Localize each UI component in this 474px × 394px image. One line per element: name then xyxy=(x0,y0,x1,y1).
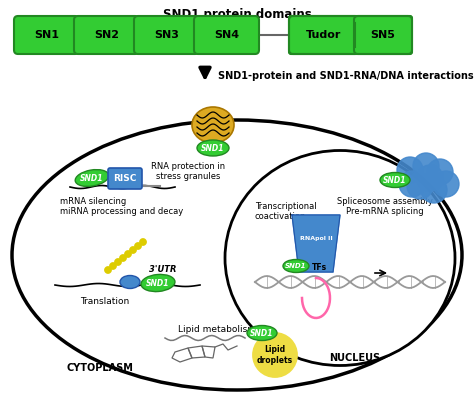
Ellipse shape xyxy=(192,107,234,143)
Ellipse shape xyxy=(283,260,309,273)
Circle shape xyxy=(433,171,459,197)
Text: Transcriptional
coactivation: Transcriptional coactivation xyxy=(255,202,317,221)
Circle shape xyxy=(139,238,146,245)
Text: Tudor: Tudor xyxy=(306,30,342,40)
Ellipse shape xyxy=(380,173,410,188)
Text: SND1 protein domains: SND1 protein domains xyxy=(163,8,311,21)
Text: RNA protection in
stress granules: RNA protection in stress granules xyxy=(151,162,225,181)
Text: SN1: SN1 xyxy=(34,30,59,40)
Ellipse shape xyxy=(141,274,175,292)
Circle shape xyxy=(417,165,443,191)
Text: 3'UTR: 3'UTR xyxy=(149,266,177,275)
Circle shape xyxy=(104,266,111,273)
Circle shape xyxy=(413,153,439,179)
Circle shape xyxy=(125,251,131,258)
Circle shape xyxy=(397,157,423,183)
Text: Translation: Translation xyxy=(80,297,129,306)
Ellipse shape xyxy=(197,140,229,156)
Text: SND1: SND1 xyxy=(80,173,104,182)
Text: SN5: SN5 xyxy=(371,30,395,40)
Polygon shape xyxy=(292,215,340,272)
Text: mRNA silencing
miRNA processing and decay: mRNA silencing miRNA processing and deca… xyxy=(60,197,183,216)
Text: TFs: TFs xyxy=(311,264,327,273)
Ellipse shape xyxy=(75,169,109,186)
FancyBboxPatch shape xyxy=(134,16,199,54)
Circle shape xyxy=(407,173,433,199)
FancyBboxPatch shape xyxy=(194,16,259,54)
Text: SND1: SND1 xyxy=(146,279,170,288)
Text: SND1-protein and SND1-RNA/DNA interactions: SND1-protein and SND1-RNA/DNA interactio… xyxy=(218,71,474,81)
Text: Spliceosome assembly
Pre-mRNA splicing: Spliceosome assembly Pre-mRNA splicing xyxy=(337,197,433,216)
Text: SND1: SND1 xyxy=(201,143,225,152)
Circle shape xyxy=(253,333,297,377)
FancyBboxPatch shape xyxy=(289,16,359,54)
Text: SN3: SN3 xyxy=(154,30,179,40)
Text: RNApol II: RNApol II xyxy=(300,236,332,240)
Text: SND1: SND1 xyxy=(383,175,407,184)
Text: SN2: SN2 xyxy=(94,30,119,40)
Circle shape xyxy=(129,247,137,253)
Ellipse shape xyxy=(120,275,140,288)
Circle shape xyxy=(119,255,127,262)
Text: CYTOPLASM: CYTOPLASM xyxy=(66,363,134,373)
Ellipse shape xyxy=(225,151,455,366)
Circle shape xyxy=(135,242,142,249)
Circle shape xyxy=(115,258,121,266)
Text: SND1: SND1 xyxy=(285,263,307,269)
Circle shape xyxy=(421,177,447,203)
Ellipse shape xyxy=(247,325,277,340)
Text: NUCLEUS: NUCLEUS xyxy=(329,353,381,363)
Text: SND1: SND1 xyxy=(250,329,274,338)
Text: RISC: RISC xyxy=(113,174,137,183)
FancyBboxPatch shape xyxy=(108,168,142,189)
Text: Lipid metabolism: Lipid metabolism xyxy=(178,325,256,334)
FancyBboxPatch shape xyxy=(74,16,139,54)
FancyBboxPatch shape xyxy=(354,16,412,54)
FancyBboxPatch shape xyxy=(14,16,79,54)
Circle shape xyxy=(109,262,117,269)
Text: Lipid
droplets: Lipid droplets xyxy=(257,345,293,365)
Text: SN4: SN4 xyxy=(214,30,239,40)
Circle shape xyxy=(399,171,425,197)
Ellipse shape xyxy=(12,120,462,390)
Circle shape xyxy=(427,159,453,185)
